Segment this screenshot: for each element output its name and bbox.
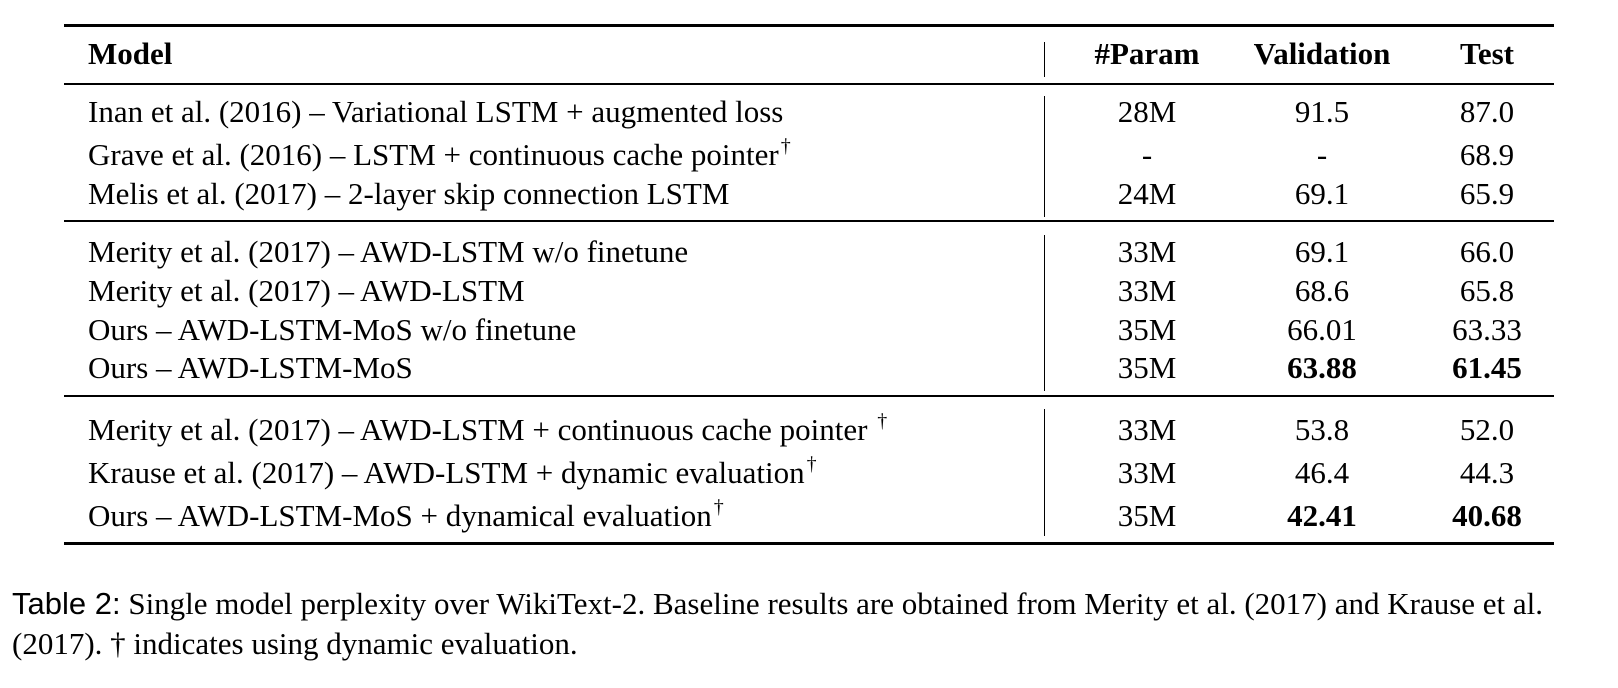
cell-validation: 46.4 [1294, 455, 1350, 490]
bottom-rule [64, 542, 1554, 545]
model-name: Ours – AWD-LSTM-MoS w/o finetune [88, 312, 577, 347]
cell-param: 24M [1117, 176, 1177, 211]
model-name: Merity et al. (2017) – AWD-LSTM [88, 273, 525, 308]
column-separator [1044, 96, 1045, 217]
cell-param: 33M [1117, 455, 1177, 490]
table-row-model: Ours – AWD-LSTM-MoS w/o finetune [88, 312, 576, 348]
cell-validation: 66.01 [1287, 312, 1357, 347]
cell-test: 63.33 [1452, 312, 1522, 347]
table-row-model: Inan et al. (2016) – Variational LSTM + … [88, 94, 783, 130]
cell-param: 35M [1117, 350, 1177, 385]
model-name: Inan et al. (2016) – Variational LSTM + … [88, 94, 784, 129]
model-name: Merity et al. (2017) – AWD-LSTM w/o fine… [88, 234, 689, 269]
table-row-model: Grave et al. (2016) – LSTM + continuous … [88, 135, 791, 177]
header-test: Test [1460, 36, 1514, 71]
cell-validation: 42.41 [1287, 498, 1357, 533]
cell-param: - [1141, 137, 1153, 172]
cell-test: 65.8 [1459, 273, 1515, 308]
dagger-mark: † [806, 453, 817, 475]
table-row-model: Merity et al. (2017) – AWD-LSTM w/o fine… [88, 234, 688, 270]
header-rule [64, 83, 1554, 85]
dagger-mark: † [780, 135, 791, 157]
model-name: Ours – AWD-LSTM-MoS + dynamical evaluati… [88, 498, 712, 533]
cell-test: 61.45 [1452, 350, 1522, 385]
cell-test: 40.68 [1452, 498, 1522, 533]
model-name: Krause et al. (2017) – AWD-LSTM + dynami… [88, 455, 805, 490]
cell-param: 28M [1117, 94, 1177, 129]
model-name: Merity et al. (2017) – AWD-LSTM + contin… [88, 412, 876, 447]
header-validation: Validation [1253, 36, 1391, 71]
table-row-model: Melis et al. (2017) – 2-layer skip conne… [88, 176, 729, 212]
cell-validation: 68.6 [1294, 273, 1350, 308]
cell-param: 33M [1117, 234, 1177, 269]
top-rule [64, 24, 1554, 27]
table-row-model: Merity et al. (2017) – AWD-LSTM + contin… [88, 410, 888, 452]
model-name: Grave et al. (2016) – LSTM + continuous … [88, 137, 779, 172]
table-caption: Table 2: Single model perplexity over Wi… [12, 584, 1612, 664]
cell-validation: 69.1 [1294, 176, 1350, 211]
cell-param: 33M [1117, 273, 1177, 308]
cell-validation: 63.88 [1287, 350, 1357, 385]
model-name: Ours – AWD-LSTM-MoS [88, 350, 413, 385]
dagger-mark: † [877, 410, 888, 432]
column-separator [1044, 409, 1045, 536]
cell-test: 68.9 [1459, 137, 1515, 172]
cell-param: 33M [1117, 412, 1177, 447]
header-param: #Param [1094, 36, 1200, 71]
table-row-model: Merity et al. (2017) – AWD-LSTM [88, 273, 525, 309]
header-model: Model [88, 36, 173, 71]
column-separator [1044, 42, 1045, 77]
group-rule [64, 220, 1554, 222]
cell-param: 35M [1117, 498, 1177, 533]
cell-test: 65.9 [1459, 176, 1515, 211]
table-row-model: Ours – AWD-LSTM-MoS [88, 350, 413, 386]
cell-test: 52.0 [1459, 412, 1515, 447]
cell-validation: 69.1 [1294, 234, 1350, 269]
model-name: Melis et al. (2017) – 2-layer skip conne… [88, 176, 730, 211]
cell-validation: 91.5 [1294, 94, 1350, 129]
cell-validation: - [1316, 137, 1328, 172]
cell-param: 35M [1117, 312, 1177, 347]
table-row-model: Krause et al. (2017) – AWD-LSTM + dynami… [88, 453, 817, 495]
table-row-model: Ours – AWD-LSTM-MoS + dynamical evaluati… [88, 496, 724, 538]
dagger-mark: † [713, 496, 724, 518]
cell-test: 44.3 [1459, 455, 1515, 490]
column-separator [1044, 235, 1045, 391]
cell-test: 87.0 [1459, 94, 1515, 129]
cell-validation: 53.8 [1294, 412, 1350, 447]
cell-test: 66.0 [1459, 234, 1515, 269]
caption-label: Table 2: [12, 586, 121, 621]
group-rule [64, 395, 1554, 397]
caption-text: Single model perplexity over WikiText-2.… [12, 586, 1544, 661]
